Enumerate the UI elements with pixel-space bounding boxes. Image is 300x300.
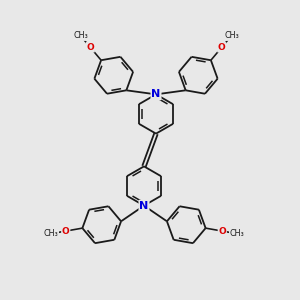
- Text: O: O: [62, 226, 70, 236]
- Text: N: N: [152, 89, 160, 99]
- Text: O: O: [86, 43, 94, 52]
- Text: O: O: [218, 226, 226, 236]
- Text: CH₃: CH₃: [230, 229, 244, 238]
- Text: CH₃: CH₃: [44, 229, 58, 238]
- Text: CH₃: CH₃: [224, 31, 239, 40]
- Text: CH₃: CH₃: [73, 31, 88, 40]
- Text: N: N: [140, 201, 148, 211]
- Text: O: O: [218, 43, 226, 52]
